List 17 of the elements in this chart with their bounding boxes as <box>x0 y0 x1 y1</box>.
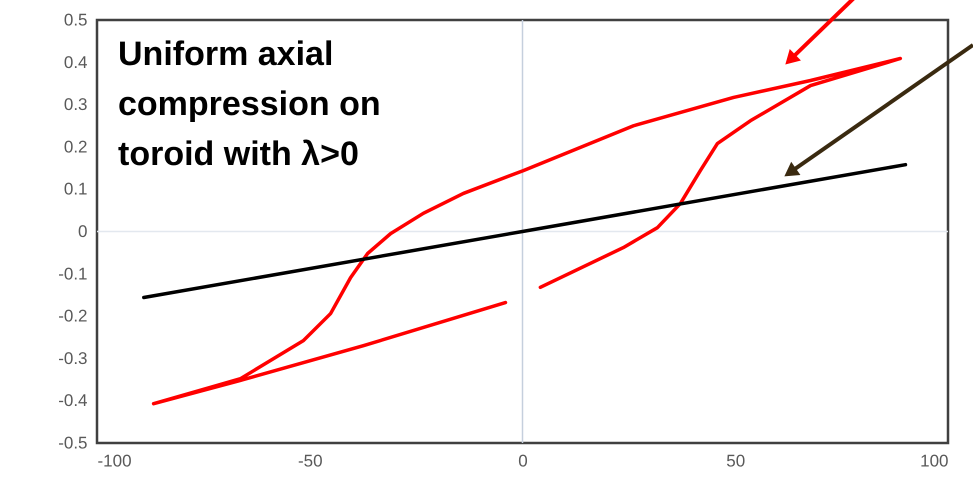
y-tick-label: -0.1 <box>58 264 88 284</box>
y-tick-label: -0.4 <box>58 391 88 410</box>
x-tick-label: -100 <box>98 452 132 470</box>
x-tick-label: 0 <box>518 452 528 470</box>
y-tick-label: 0 <box>78 222 88 241</box>
y-tick-label: -0.3 <box>58 348 88 368</box>
x-tick-label: 50 <box>726 452 746 470</box>
annotation: Uniform axial compression on toroid with λ>0 <box>118 35 381 173</box>
x-tick-label: 100 <box>920 452 948 470</box>
x-tick-label: -50 <box>298 452 323 470</box>
y-tick-label: 0.1 <box>64 180 88 199</box>
y-tick-label: -0.5 <box>58 434 88 452</box>
y-tick-label: 0.5 <box>64 10 88 30</box>
y-tick-label: -0.2 <box>58 306 88 326</box>
y-tick-label: 0.3 <box>64 95 88 114</box>
y-tick-label: 0.2 <box>64 137 88 156</box>
y-tick-label: 0.4 <box>64 52 88 72</box>
